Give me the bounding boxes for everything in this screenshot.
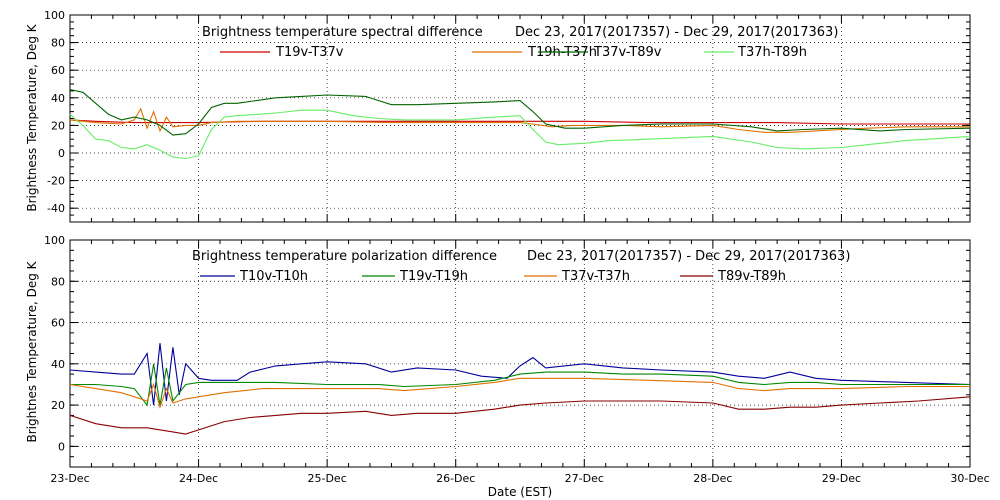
x-tick-label: 26-Dec bbox=[436, 472, 475, 485]
top-y-tick-label: 20 bbox=[51, 119, 65, 132]
top-y-tick-label: 80 bbox=[51, 37, 65, 50]
bottom-y-tick-label: 60 bbox=[51, 317, 65, 330]
top-chart-title: Brightness temperature spectral differen… bbox=[202, 25, 483, 40]
x-tick-label: 24-Dec bbox=[179, 472, 218, 485]
x-tick-label: 29-Dec bbox=[822, 472, 861, 485]
top-series-line-3 bbox=[69, 88, 971, 136]
top-y-tick-label: 60 bbox=[51, 64, 65, 77]
bottom-legend-label-1: T10v-T10h bbox=[239, 269, 308, 284]
bottom-y-tick-label: 20 bbox=[51, 399, 65, 412]
top-y-tick-label: 40 bbox=[51, 92, 65, 105]
top-legend-label-1: T19v-T37v bbox=[275, 45, 344, 60]
bottom-chart-title: Brightness temperature polarization diff… bbox=[192, 249, 497, 264]
top-chart-date-range: Dec 23, 2017(2017357) - Dec 29, 2017(201… bbox=[515, 25, 838, 40]
bottom-chart-ylabel: Brightnes Temperature, Deg K bbox=[25, 260, 39, 442]
bottom-chart-xlabel: Date (EST) bbox=[488, 485, 552, 499]
top-series-line-4 bbox=[69, 109, 971, 160]
top-series-line-2 bbox=[69, 107, 970, 133]
bottom-series-line-1 bbox=[69, 343, 971, 406]
top-y-tick-label: -40 bbox=[47, 202, 65, 215]
x-tick-label: 23-Dec bbox=[50, 472, 89, 485]
bottom-y-tick-label: 100 bbox=[44, 234, 65, 247]
top-legend-label-3: T37v-T89v bbox=[593, 45, 662, 60]
top-series-line-1 bbox=[69, 119, 970, 125]
bottom-series-line-4 bbox=[69, 396, 971, 435]
bottom-legend-label-4: T89v-T89h bbox=[717, 269, 786, 284]
bottom-legend-label-2: T19v-T19h bbox=[399, 269, 468, 284]
top-y-tick-label: -20 bbox=[47, 175, 65, 188]
bottom-legend-label-3: T37v-T37h bbox=[561, 269, 630, 284]
top-chart-ylabel: Brightness Temperature, Deg K bbox=[25, 23, 39, 211]
bottom-y-tick-label: 40 bbox=[51, 358, 65, 371]
bottom-series-line-3 bbox=[69, 377, 970, 410]
bottom-y-tick-label: 80 bbox=[51, 275, 65, 288]
bottom-series-line-2 bbox=[70, 363, 970, 407]
x-tick-label: 25-Dec bbox=[308, 472, 347, 485]
x-tick-label: 30-Dec bbox=[950, 472, 989, 485]
bottom-chart-date-range: Dec 23, 2017(2017357) - Dec 29, 2017(201… bbox=[527, 249, 850, 264]
top-y-tick-label: 0 bbox=[58, 147, 65, 160]
x-tick-label: 28-Dec bbox=[693, 472, 732, 485]
bottom-y-tick-label: 0 bbox=[58, 440, 65, 453]
x-tick-label: 27-Dec bbox=[565, 472, 604, 485]
top-y-tick-label: 100 bbox=[44, 9, 65, 22]
top-legend-label-4: T37h-T89h bbox=[737, 45, 807, 60]
